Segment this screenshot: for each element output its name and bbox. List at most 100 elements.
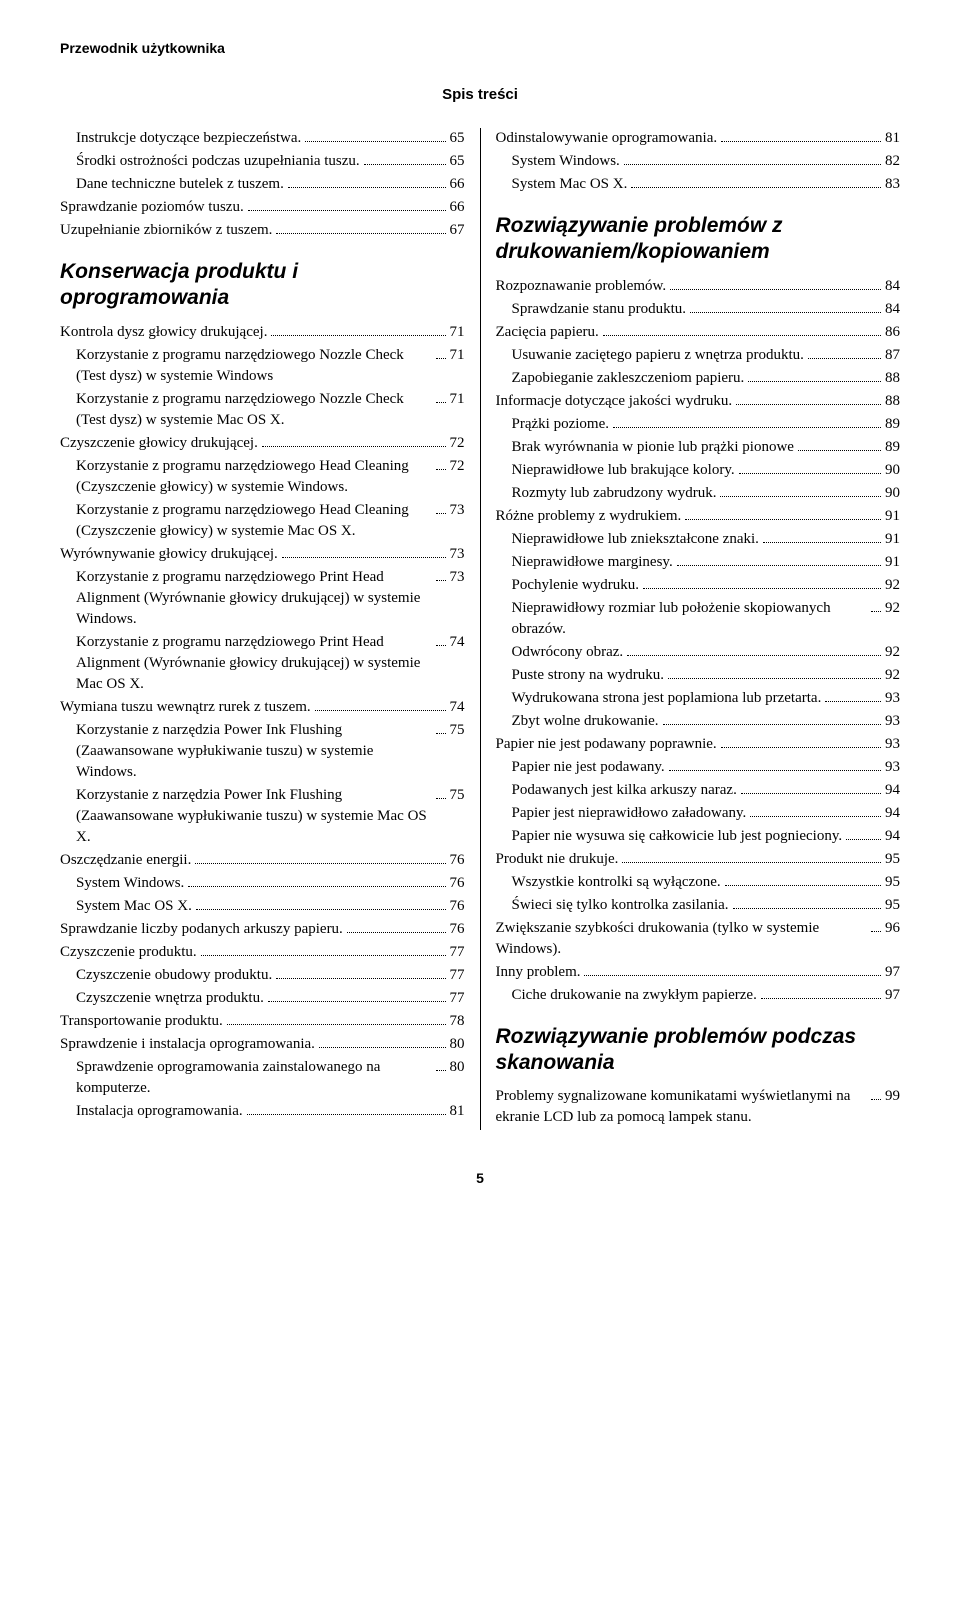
- toc-leader: [871, 931, 881, 932]
- toc-leader: [825, 701, 881, 702]
- toc-page: 65: [450, 151, 465, 172]
- toc-right-column: Odinstalowywanie oprogramowania.81System…: [480, 128, 901, 1130]
- toc-text: Sprawdzanie stanu produktu.: [512, 299, 687, 320]
- toc-page: 93: [885, 734, 900, 755]
- toc-text: Korzystanie z narzędzia Power Ink Flushi…: [76, 720, 432, 783]
- toc-text: Instrukcje dotyczące bezpieczeństwa.: [76, 128, 301, 149]
- toc-text: Instalacja oprogramowania.: [76, 1101, 243, 1122]
- toc-leader: [725, 885, 881, 886]
- toc-text: Informacje dotyczące jakości wydruku.: [496, 391, 733, 412]
- toc-text: Produkt nie drukuje.: [496, 849, 619, 870]
- toc-text: System Mac OS X.: [76, 896, 192, 917]
- toc-page: 88: [885, 368, 900, 389]
- toc-entry: Prążki poziome.89: [496, 414, 901, 435]
- toc-page: 88: [885, 391, 900, 412]
- toc-entry: Wydrukowana strona jest poplamiona lub p…: [496, 688, 901, 709]
- toc-leader: [736, 404, 881, 405]
- toc-text: Nieprawidłowe lub zniekształcone znaki.: [512, 529, 759, 550]
- page-title: Spis treści: [60, 86, 900, 103]
- toc-entry: Zwiększanie szybkości drukowania (tylko …: [496, 918, 901, 960]
- toc-text: Zapobieganie zakleszczeniom papieru.: [512, 368, 745, 389]
- toc-text: Sprawdzanie poziomów tuszu.: [60, 197, 244, 218]
- toc-page: 65: [450, 128, 465, 149]
- toc-text: Korzystanie z narzędzia Power Ink Flushi…: [76, 785, 432, 848]
- toc-text: Prążki poziome.: [512, 414, 609, 435]
- toc-entry: Instalacja oprogramowania.81: [60, 1101, 465, 1122]
- toc-text: Sprawdzanie liczby podanych arkuszy papi…: [60, 919, 343, 940]
- toc-columns: Instrukcje dotyczące bezpieczeństwa. 65 Śr…: [60, 128, 900, 1130]
- toc-page: 78: [450, 1011, 465, 1032]
- toc-leader: [436, 645, 446, 646]
- toc-leader: [247, 1114, 446, 1115]
- toc-text: Nieprawidłowe lub brakujące kolory.: [512, 460, 735, 481]
- toc-page: 95: [885, 872, 900, 893]
- toc-leader: [613, 427, 881, 428]
- toc-page: 80: [450, 1057, 465, 1078]
- toc-entry: Korzystanie z narzędzia Power Ink Flushi…: [60, 785, 465, 848]
- toc-leader: [871, 1099, 881, 1100]
- toc-page: 82: [885, 151, 900, 172]
- toc-entry: Korzystanie z programu narzędziowego Pri…: [60, 567, 465, 630]
- toc-text: Papier jest nieprawidłowo załadowany.: [512, 803, 747, 824]
- toc-text: Środki ostrożności podczas uzupełniania …: [76, 151, 360, 172]
- toc-leader: [670, 289, 881, 290]
- toc-page: 91: [885, 529, 900, 550]
- toc-entry: Sprawdzenie i instalacja oprogramowania.…: [60, 1034, 465, 1055]
- toc-text: System Windows.: [512, 151, 620, 172]
- toc-entry: Czyszczenie głowicy drukującej.72: [60, 433, 465, 454]
- toc-entry: Sprawdzenie oprogramowania zainstalowane…: [60, 1057, 465, 1099]
- toc-page: 96: [885, 918, 900, 939]
- toc-page: 89: [885, 437, 900, 458]
- toc-leader: [846, 839, 881, 840]
- toc-page: 76: [450, 919, 465, 940]
- toc-text: Wymiana tuszu wewnątrz rurek z tuszem.: [60, 697, 311, 718]
- toc-text: Inny problem.: [496, 962, 581, 983]
- toc-leader: [436, 580, 446, 581]
- toc-page: 90: [885, 460, 900, 481]
- toc-leader: [763, 542, 881, 543]
- toc-page: 92: [885, 665, 900, 686]
- toc-leader: [627, 655, 881, 656]
- toc-entry: Produkt nie drukuje.95: [496, 849, 901, 870]
- toc-text: Wydrukowana strona jest poplamiona lub p…: [512, 688, 822, 709]
- toc-entry: Dane techniczne butelek z tuszem. 66: [60, 174, 465, 195]
- toc-leader: [188, 886, 445, 887]
- toc-text: Problemy sygnalizowane komunikatami wyśw…: [496, 1086, 868, 1128]
- toc-text: Papier nie jest podawany poprawnie.: [496, 734, 717, 755]
- toc-text: Podawanych jest kilka arkuszy naraz.: [512, 780, 737, 801]
- toc-left-column: Instrukcje dotyczące bezpieczeństwa. 65 Śr…: [60, 128, 465, 1130]
- toc-entry: Papier jest nieprawidłowo załadowany.94: [496, 803, 901, 824]
- section-heading: Rozwiązywanie problemów podczas skanowan…: [496, 1024, 901, 1077]
- toc-page: 97: [885, 985, 900, 1006]
- toc-leader: [739, 473, 881, 474]
- toc-entry: Zbyt wolne drukowanie.93: [496, 711, 901, 732]
- toc-entry: System Mac OS X.83: [496, 174, 901, 195]
- toc-leader: [227, 1024, 446, 1025]
- toc-page: 99: [885, 1086, 900, 1107]
- toc-entry: Inny problem.97: [496, 962, 901, 983]
- toc-entry: Podawanych jest kilka arkuszy naraz.94: [496, 780, 901, 801]
- toc-entry: Czyszczenie wnętrza produktu.77: [60, 988, 465, 1009]
- toc-entry: Korzystanie z programu narzędziowego Noz…: [60, 345, 465, 387]
- toc-leader: [584, 975, 881, 976]
- toc-leader: [668, 678, 881, 679]
- toc-page: 86: [885, 322, 900, 343]
- toc-page: 95: [885, 895, 900, 916]
- toc-page: 92: [885, 598, 900, 619]
- toc-leader: [750, 816, 881, 817]
- toc-page: 71: [450, 345, 465, 366]
- toc-page: 71: [450, 322, 465, 343]
- toc-text: Korzystanie z programu narzędziowego Hea…: [76, 456, 432, 498]
- toc-leader: [436, 513, 446, 514]
- toc-leader: [808, 358, 881, 359]
- toc-page: 74: [450, 697, 465, 718]
- toc-text: Usuwanie zaciętego papieru z wnętrza pro…: [512, 345, 804, 366]
- toc-page: 66: [450, 174, 465, 195]
- toc-leader: [436, 469, 446, 470]
- toc-leader: [436, 798, 446, 799]
- toc-text: Dane techniczne butelek z tuszem.: [76, 174, 284, 195]
- toc-entry: Czyszczenie produktu.77: [60, 942, 465, 963]
- toc-text: Nieprawidłowe marginesy.: [512, 552, 673, 573]
- toc-entry: Odinstalowywanie oprogramowania.81: [496, 128, 901, 149]
- toc-leader: [643, 588, 881, 589]
